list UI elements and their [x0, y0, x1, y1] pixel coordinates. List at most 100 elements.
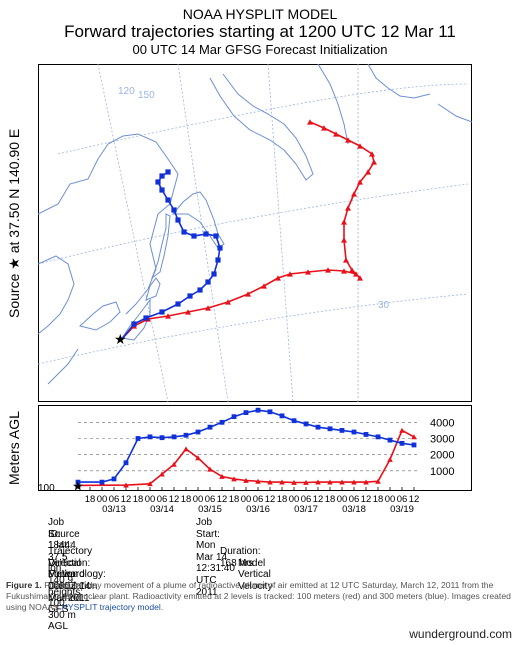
x-hour-label: 12 — [121, 494, 132, 505]
blue-map-marker — [131, 321, 137, 327]
red-height-point — [183, 446, 189, 452]
caption-end: . — [160, 602, 164, 612]
blue-height-point — [315, 424, 321, 430]
blue-map-marker — [181, 229, 187, 235]
x-date-label: 03/17 — [294, 504, 318, 513]
vertical-method-value: Model Vertical Velocity — [238, 557, 273, 592]
y-tick-4000: 4000 — [430, 417, 454, 429]
x-hour-label: 06 — [301, 494, 312, 505]
red-height-point — [255, 478, 261, 484]
red-height-point — [411, 434, 417, 440]
chart-title: Forward trajectories starting at 1200 UT… — [64, 22, 456, 41]
source-prefix: Source — [6, 273, 22, 318]
x-hour-label: 00 — [97, 494, 108, 505]
site-credit: wunderground.com — [409, 627, 512, 641]
model-name: NOAA HYSPLIT MODEL — [182, 6, 338, 22]
red-height-point — [75, 482, 81, 488]
blue-height-point — [267, 409, 273, 415]
x-hour-label: 12 — [313, 494, 324, 505]
blue-trajectory-path — [121, 169, 223, 340]
blue-height-line — [78, 409, 415, 483]
x-hour-label: 06 — [157, 494, 168, 505]
red-height-point — [351, 479, 357, 485]
forecast-subtitle: 00 UTC 14 Mar GFSG Forecast Initializati… — [132, 42, 388, 57]
lat-label-30: 30 — [378, 300, 390, 311]
blue-height-point — [207, 424, 213, 430]
blue-height-point — [135, 436, 141, 441]
x-hour-label: 06 — [109, 494, 120, 505]
red-map-marker — [341, 219, 347, 225]
blue-map-marker — [165, 197, 171, 203]
start-star-icon: ★ — [72, 479, 84, 494]
lon-label-120: 120 — [118, 86, 135, 97]
x-hour-label: 12 — [169, 494, 180, 505]
x-hour-label: 12 — [265, 494, 276, 505]
hysplit-link[interactable]: HYSPLIT trajectory model — [61, 602, 161, 612]
blue-height-point — [399, 440, 405, 446]
caption-text: Forecast 7-day movement of a plume of ra… — [6, 580, 511, 612]
height-gridlines — [78, 422, 418, 472]
red-height-point — [363, 479, 369, 485]
red-height-point — [123, 482, 129, 488]
red-map-marker — [353, 271, 359, 277]
blue-height-point — [411, 442, 417, 448]
red-height-point — [291, 479, 297, 485]
blue-map-marker — [215, 257, 221, 263]
red-map-marker — [205, 305, 211, 311]
blue-height-point — [111, 476, 117, 482]
blue-height-point — [351, 429, 357, 435]
blue-height-point — [339, 428, 345, 433]
vertical-method: Vertical Motion Calculation Method: — [48, 557, 98, 604]
source-star-icon: ★ — [114, 332, 127, 348]
blue-map-marker — [191, 233, 197, 239]
red-height-point — [147, 481, 153, 487]
lon-label-150: 150 — [138, 90, 155, 101]
blue-height-point — [327, 426, 333, 432]
y-tick-2000: 2000 — [430, 450, 454, 462]
x-hour-label: 06 — [349, 494, 360, 505]
x-hour-label: 18 — [229, 494, 240, 505]
blue-map-marker — [187, 293, 193, 299]
blue-map-line — [121, 171, 221, 340]
y-origin-label: 100 — [38, 483, 55, 494]
red-height-point — [243, 477, 249, 483]
map-graticule — [38, 64, 469, 402]
blue-height-point — [255, 407, 261, 413]
x-hour-label: 06 — [253, 494, 264, 505]
x-hour-label: 00 — [145, 494, 156, 505]
x-hour-ticks: 18 00 06 12 18 00 06 12 18 00 06 12 18 00 06 12 18 00 06 12… — [85, 487, 419, 505]
source-lon: 140.90 E — [6, 128, 22, 185]
red-height-point — [267, 479, 273, 485]
red-map-marker — [245, 291, 251, 297]
red-height-point — [327, 479, 333, 485]
blue-map-marker — [175, 301, 181, 307]
red-map-marker — [305, 269, 311, 275]
x-date-label: 03/14 — [150, 504, 174, 513]
blue-map-marker — [203, 231, 209, 237]
x-hour-label: 18 — [373, 494, 384, 505]
red-height-point — [171, 461, 177, 467]
blue-height-point — [171, 434, 177, 440]
red-height-point — [231, 476, 237, 482]
x-hour-label: 00 — [241, 494, 252, 505]
job-id: Job ID: 18444 — [48, 517, 76, 552]
red-map-marker — [345, 137, 351, 143]
x-date-labels: 03/13 03/14 03/15 03/16 03/17 03/18 03/19 — [102, 504, 414, 513]
blue-map-marker — [159, 309, 165, 315]
height-series: ★ — [72, 407, 417, 494]
blue-height-point — [363, 432, 369, 437]
red-height-point — [375, 478, 381, 484]
blue-map-marker — [155, 179, 161, 185]
red-height-point — [399, 427, 405, 433]
blue-map-marker — [171, 207, 177, 213]
x-hour-label: 12 — [217, 494, 228, 505]
x-hour-label: 18 — [277, 494, 288, 505]
x-hour-label: 00 — [289, 494, 300, 505]
figure-number: Figure 1. — [6, 580, 42, 590]
x-hour-label: 06 — [397, 494, 408, 505]
blue-height-point — [99, 479, 105, 485]
red-height-point — [195, 455, 201, 461]
blue-map-marker — [175, 217, 181, 223]
trajectory-map: 120 150 30 ★ — [38, 64, 472, 402]
